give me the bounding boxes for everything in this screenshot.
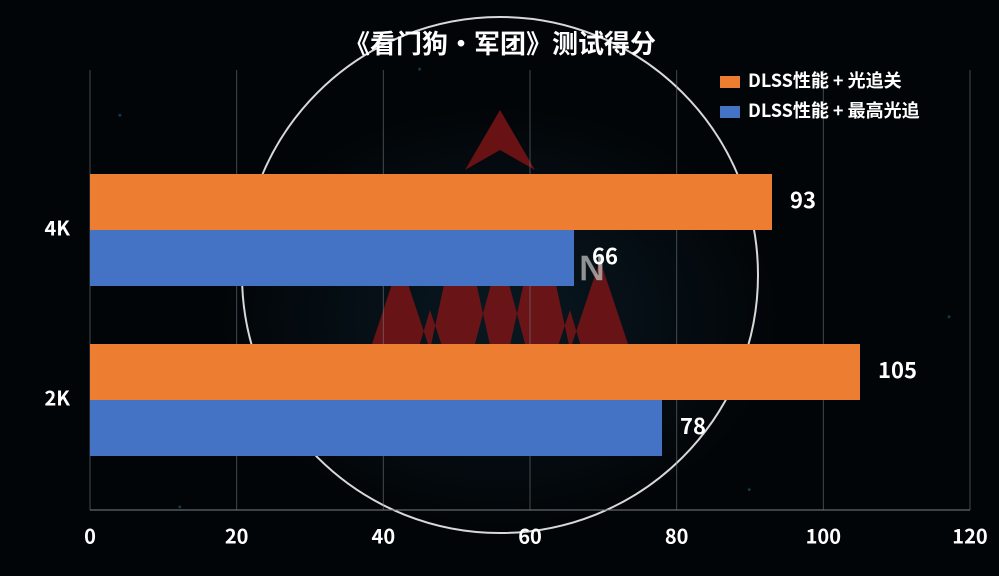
bar xyxy=(90,230,574,286)
bar xyxy=(90,400,662,456)
y-axis-ticks: 4K 2K xyxy=(44,212,70,411)
x-tick-label: 40 xyxy=(372,520,396,549)
x-tick-label: 0 xyxy=(84,520,96,549)
legend-label: DLSS性能 + 最高光追 xyxy=(748,97,920,123)
benchmark-chart: 《看门狗·军团》测试得分 0 20 40 60 80 100 120 4K 2K 93 66 10… xyxy=(0,0,999,576)
bar-value-label: 78 xyxy=(680,409,706,441)
legend-swatch xyxy=(720,76,740,88)
legend-swatch xyxy=(720,106,740,118)
x-tick-label: 60 xyxy=(518,520,542,549)
chart-stage: LEGION 《看门狗·军团》测试得分 020406080100120 4K2K… xyxy=(0,0,999,576)
y-category-label: 2K xyxy=(44,382,70,411)
x-axis-ticks: 0 20 40 60 80 100 120 xyxy=(84,520,988,549)
bar-value-label: 66 xyxy=(592,239,618,271)
bar xyxy=(90,344,860,400)
chart-title: 《看门狗·军团》测试得分 xyxy=(344,24,656,61)
x-tick-label: 120 xyxy=(952,520,987,549)
x-tick-label: 20 xyxy=(225,520,249,549)
x-tick-label: 100 xyxy=(806,520,841,549)
bar xyxy=(90,174,772,230)
bar-value-label: 93 xyxy=(790,183,816,215)
bars-group xyxy=(90,174,860,456)
y-category-label: 4K xyxy=(44,212,70,241)
bar-value-label: 105 xyxy=(878,353,917,385)
legend: DLSS性能 + 光追关 DLSS性能 + 最高光追 xyxy=(720,67,920,123)
legend-label: DLSS性能 + 光追关 xyxy=(748,67,902,93)
x-tick-label: 80 xyxy=(665,520,689,549)
